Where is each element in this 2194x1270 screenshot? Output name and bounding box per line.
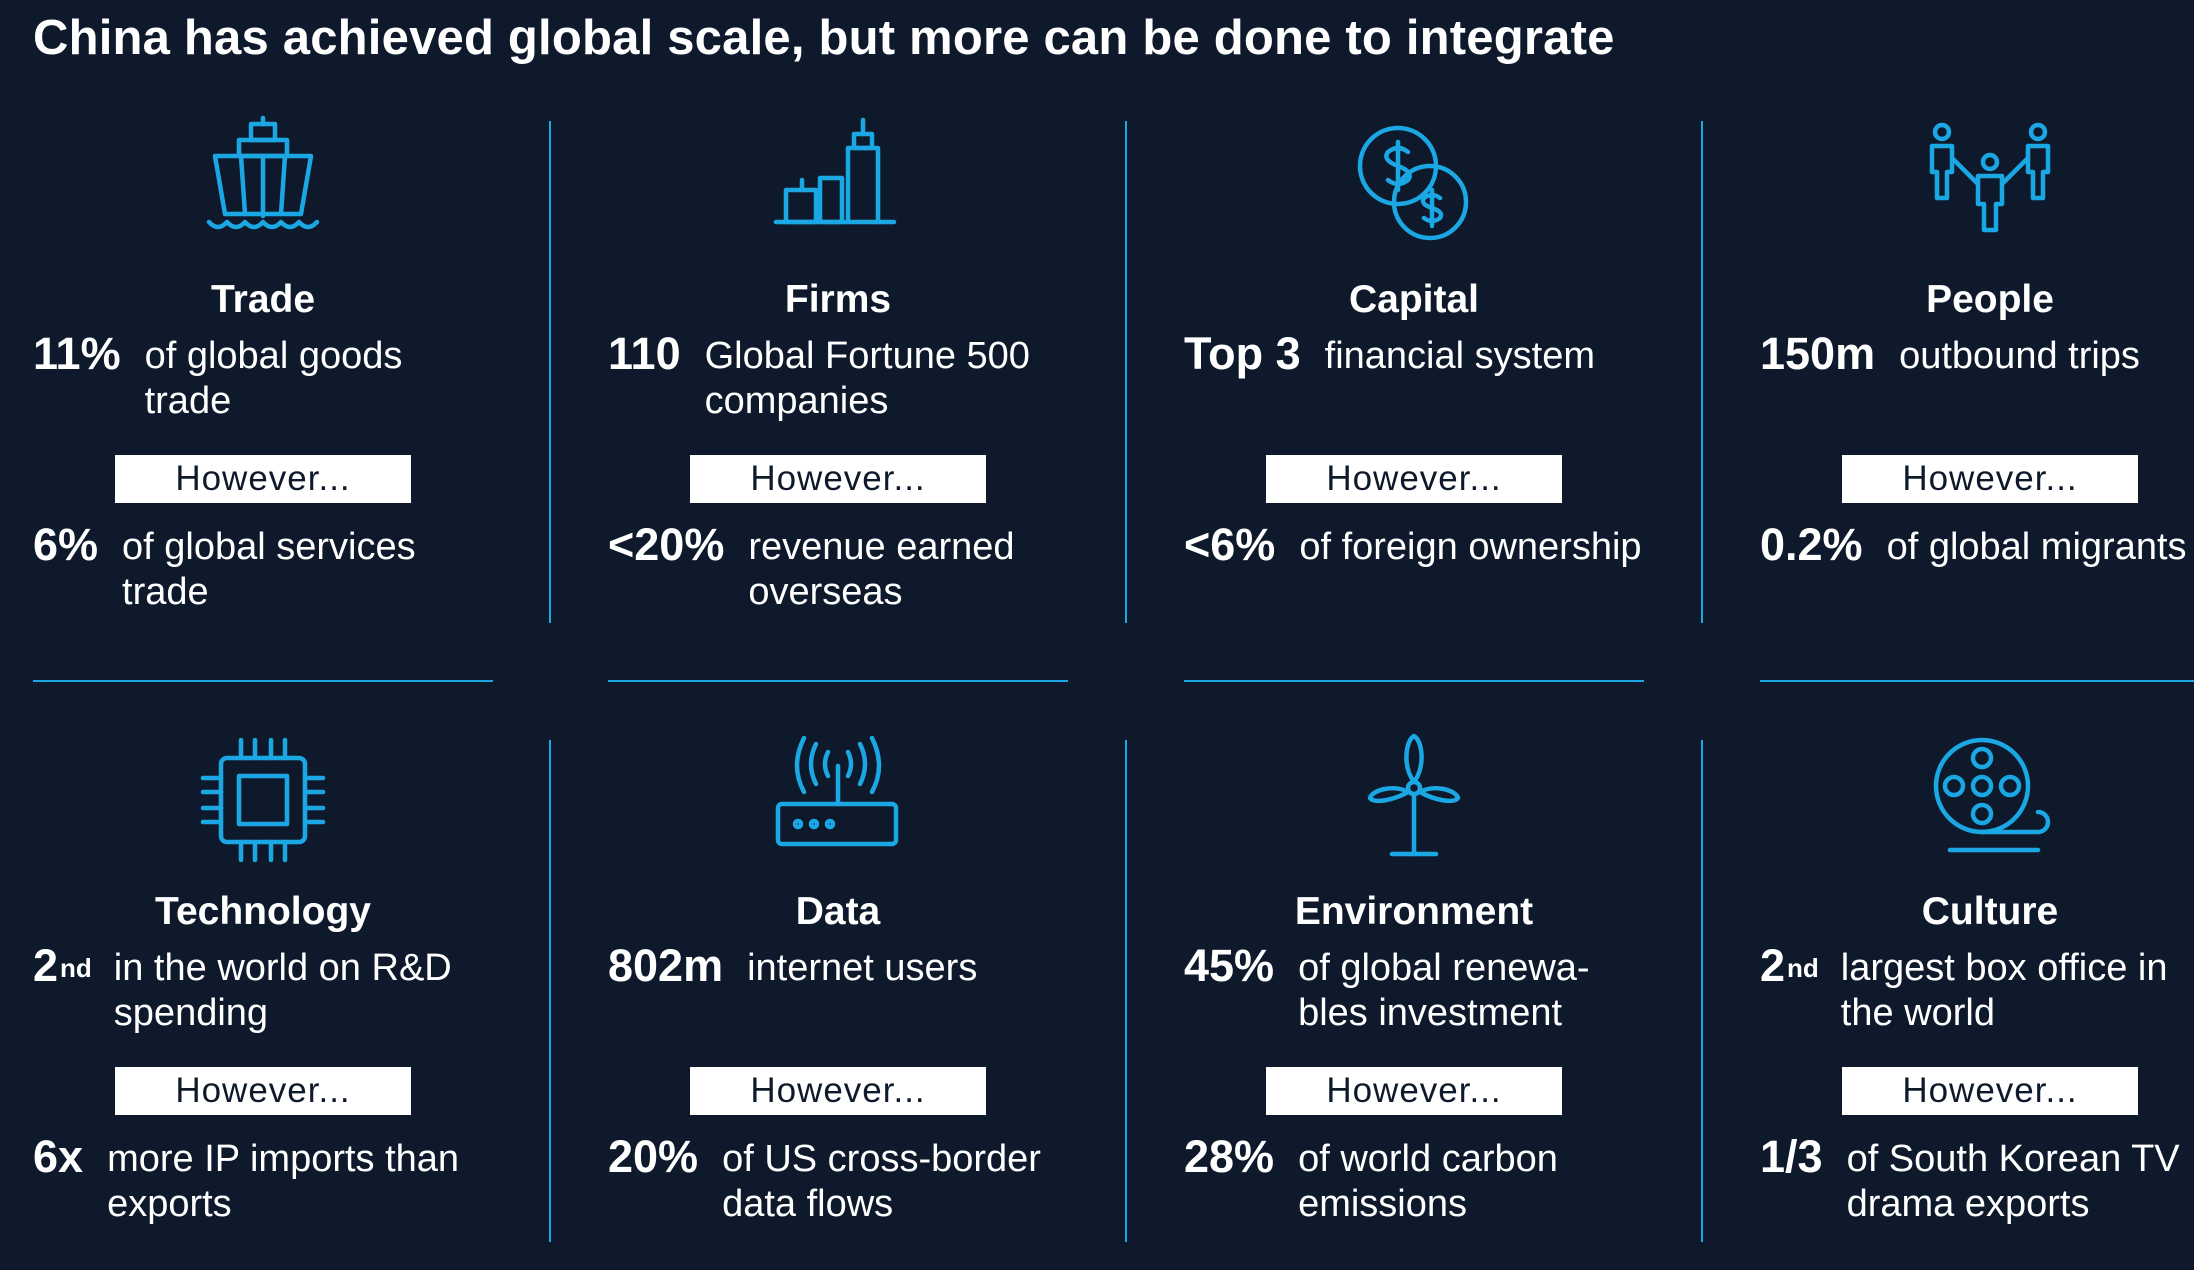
coins-icon [1344, 118, 1484, 258]
divider [33, 680, 493, 682]
stat-description: of foreign ownership [1299, 526, 1642, 568]
divider [549, 740, 551, 1242]
router-icon [768, 730, 908, 870]
stat-value: 20% [608, 1131, 699, 1182]
divider [549, 121, 551, 623]
wind-turbine-icon [1344, 730, 1484, 870]
stat-description: of South Korean TV drama exports [1846, 1138, 2180, 1225]
contrast-stat: 28% of world carbon emissions [1184, 1133, 1644, 1227]
stat-value: <20% [608, 519, 725, 570]
ship-icon [193, 115, 333, 258]
stat-value: 2nd [1760, 940, 1819, 991]
stat-description: of global migrants [1886, 526, 2187, 568]
divider [1125, 740, 1127, 1242]
headline-stat: 110 Global Fortune 500 companies [608, 330, 1068, 424]
stat-value: 11% [33, 328, 121, 379]
however-badge: However... [690, 1067, 986, 1115]
stat-description: Global Fortune 500 companies [704, 335, 1030, 422]
stat-value: 6x [33, 1131, 84, 1182]
category-label: People [1926, 278, 2054, 321]
however-badge: However... [1842, 455, 2138, 503]
however-badge: However... [690, 455, 986, 503]
stat-description: financial system [1324, 335, 1595, 377]
contrast-stat: 0.2% of global migrants [1760, 521, 2194, 570]
divider [1760, 680, 2194, 682]
contrast-stat: 20% of US cross-border data flows [608, 1133, 1068, 1227]
page-title: China has achieved global scale, but mor… [33, 11, 1615, 65]
contrast-stat: 6x more IP imports than exports [33, 1133, 493, 1227]
divider [1125, 121, 1127, 623]
divider [1701, 121, 1703, 623]
stat-description: of global goods trade [144, 335, 403, 422]
contrast-stat: 1/3 of South Korean TV drama exports [1760, 1133, 2194, 1227]
however-badge: However... [115, 455, 411, 503]
stat-description: of global renewa-bles investment [1298, 947, 1590, 1034]
however-badge: However... [1842, 1067, 2138, 1115]
stat-description: revenue earned overseas [748, 526, 1015, 613]
category-label: Environment [1294, 890, 1534, 933]
stat-description: internet users [747, 947, 978, 989]
stat-description: outbound trips [1899, 335, 2140, 377]
category-label: Technology [155, 890, 371, 933]
stat-description: of world carbon emissions [1298, 1138, 1558, 1225]
stat-value: 45% [1184, 940, 1275, 991]
headline-stat: Top 3 financial system [1184, 330, 1644, 379]
people-icon [1920, 118, 2060, 258]
buildings-icon [768, 117, 908, 258]
headline-stat: 11% of global goods trade [33, 330, 493, 424]
stat-value: 150m [1760, 328, 1876, 379]
headline-stat: 45% of global renewa-bles investment [1184, 942, 1644, 1036]
contrast-stat: <6% of foreign ownership [1184, 521, 1644, 570]
stat-value: 802m [608, 940, 724, 991]
divider [1184, 680, 1644, 682]
headline-stat: 2nd largest box office in the world [1760, 942, 2194, 1036]
stat-value: Top 3 [1184, 328, 1301, 379]
chip-icon [193, 730, 333, 870]
stat-value: 2nd [33, 940, 92, 991]
stat-value: 6% [33, 519, 99, 570]
category-label: Capital [1348, 278, 1480, 321]
stat-value: 110 [608, 328, 681, 379]
stat-value: 0.2% [1760, 519, 1863, 570]
film-reel-icon [1920, 730, 2060, 870]
stat-value: 28% [1184, 1131, 1275, 1182]
contrast-stat: 6% of global services trade [33, 521, 493, 615]
category-label: Firms [784, 278, 892, 321]
divider [1701, 740, 1703, 1242]
headline-stat: 2nd in the world on R&D spending [33, 942, 493, 1036]
stat-description: of global services trade [122, 526, 416, 613]
stat-value: <6% [1184, 519, 1276, 570]
stat-description: in the world on R&D spending [113, 947, 452, 1034]
headline-stat: 802m internet users [608, 942, 1068, 991]
headline-stat: 150m outbound trips [1760, 330, 2194, 379]
stat-description: largest box office in the world [1840, 947, 2168, 1034]
however-badge: However... [115, 1067, 411, 1115]
however-badge: However... [1266, 1067, 1562, 1115]
category-label: Data [795, 890, 881, 933]
category-label: Trade [210, 278, 316, 321]
category-label: Culture [1921, 890, 2059, 933]
divider [608, 680, 1068, 682]
stat-value: 1/3 [1760, 1131, 1823, 1182]
stat-description: of US cross-border data flows [722, 1138, 1041, 1225]
stat-description: more IP imports than exports [107, 1138, 460, 1225]
however-badge: However... [1266, 455, 1562, 503]
contrast-stat: <20% revenue earned overseas [608, 521, 1068, 615]
